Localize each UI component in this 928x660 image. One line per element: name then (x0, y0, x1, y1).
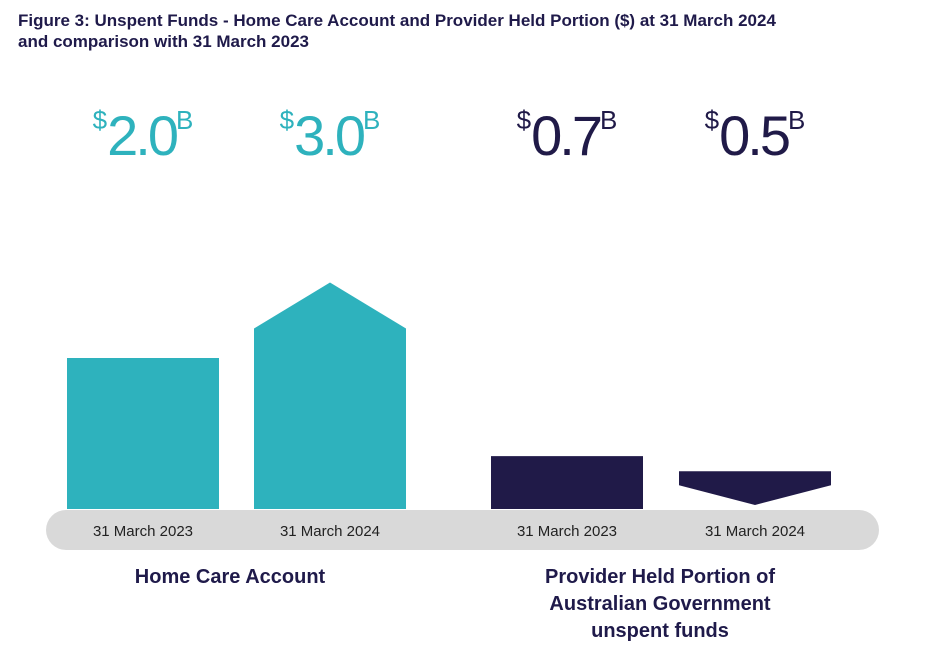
bar-g0-1 (254, 282, 406, 509)
group-label-home-care: Home Care Account (60, 564, 400, 591)
value-label-g1-1: $0.5B (705, 104, 806, 167)
value-label-currency: $ (705, 105, 720, 135)
bars-layer (67, 282, 831, 509)
tick-labels: 31 March 2023 31 March 2024 31 March 2023 3… (93, 523, 805, 540)
group-label-provider-held: Provider Held Portion of Australian Gove… (460, 564, 860, 645)
value-label-suffix: B (363, 105, 380, 135)
value-label-number: 2.0 (107, 104, 177, 167)
value-labels: $2.0B $3.0B $0.7B $0.5B (93, 104, 806, 167)
value-label-currency: $ (280, 105, 295, 135)
value-label-suffix: B (600, 105, 617, 135)
value-label-number: 3.0 (294, 104, 364, 167)
bar-g0-0 (67, 358, 219, 509)
value-label-g0-1: $3.0B (280, 104, 381, 167)
value-label-g1-0: $0.7B (517, 104, 618, 167)
bar-g1-0 (491, 456, 643, 509)
value-label-number: 0.7 (531, 104, 601, 167)
figure-title-line-2: and comparison with 31 March 2023 (18, 32, 309, 51)
value-label-suffix: B (788, 105, 805, 135)
figure-title: Figure 3: Unspent Funds - Home Care Acco… (18, 10, 918, 52)
axis-band (46, 510, 879, 550)
bar-g1-1 (679, 471, 831, 505)
group-label-home-care-text: Home Care Account (134, 566, 326, 588)
figure-title-line-1: Figure 3: Unspent Funds - Home Care Acco… (18, 11, 776, 30)
group-label-provider-line-3: unspent funds (591, 620, 729, 642)
group-label-provider-line-1: Provider Held Portion of (544, 566, 776, 588)
value-label-suffix: B (176, 105, 193, 135)
value-label-currency: $ (517, 105, 532, 135)
tick-label-g1-0: 31 March 2023 (517, 523, 617, 540)
value-label-number: 0.5 (719, 104, 789, 167)
tick-label-g0-1: 31 March 2024 (280, 523, 380, 540)
group-label-provider-line-2: Australian Government (549, 593, 771, 615)
tick-label-g1-1: 31 March 2024 (705, 523, 805, 540)
tick-label-g0-0: 31 March 2023 (93, 523, 193, 540)
value-label-currency: $ (93, 105, 108, 135)
value-label-g0-0: $2.0B (93, 104, 194, 167)
